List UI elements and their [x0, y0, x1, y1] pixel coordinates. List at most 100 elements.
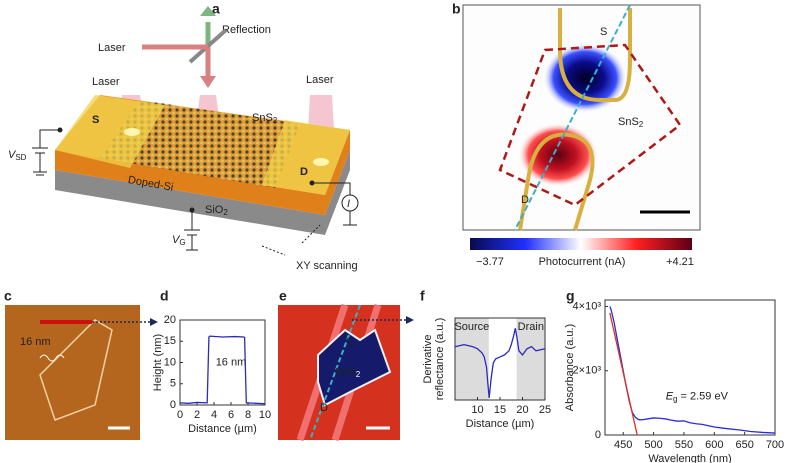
- region-label: Source: [454, 321, 489, 333]
- region: [455, 318, 489, 400]
- x-tick-label: 10: [259, 409, 271, 421]
- oxide-label: SiO2: [205, 204, 228, 217]
- flake-outline: [498, 43, 682, 207]
- subscript: 2: [639, 120, 644, 129]
- drain-label: D: [300, 166, 308, 178]
- arrow: [406, 316, 414, 324]
- arrow: [200, 6, 216, 16]
- data-line: [179, 335, 266, 405]
- photocurrent-map: [462, 4, 701, 231]
- arrow: [150, 318, 158, 326]
- x-tick-label: 10: [471, 404, 483, 416]
- subscript: g: [673, 395, 677, 404]
- text: SnS: [618, 116, 639, 128]
- y-axis-label: Absorbance (a.u.): [564, 324, 576, 411]
- y-tick-label: 20: [164, 314, 176, 326]
- current-label: I: [347, 198, 350, 210]
- y-tick-label: 2×10³: [573, 365, 602, 377]
- x-tick-label: 2: [194, 409, 200, 421]
- annotation: Eg = 2.59 eV: [666, 390, 729, 403]
- y-tick-label: 10: [164, 356, 176, 368]
- arrow: [200, 76, 216, 88]
- x-axis-label: Wavelength (nm): [648, 453, 731, 463]
- panel-c: c 16 nm: [4, 288, 158, 440]
- subscript: G: [179, 238, 185, 247]
- x-tick-label: 550: [675, 439, 693, 451]
- subscript: 2: [273, 116, 278, 125]
- x-tick-label: 600: [705, 439, 723, 451]
- panel-label: g: [566, 288, 575, 304]
- panel-label: c: [4, 288, 12, 304]
- panel-label: a: [212, 1, 220, 17]
- panel-label: d: [160, 288, 169, 304]
- data-line: [609, 312, 638, 436]
- x-tick-label: 500: [644, 439, 662, 451]
- y-axis-label-line: reflectance (a.u.): [434, 318, 446, 401]
- panel-label: e: [279, 288, 287, 304]
- x-axis-label: Distance (µm): [188, 423, 257, 435]
- y-tick-label: 4×10³: [573, 300, 602, 312]
- x-tick-label: 15: [494, 404, 506, 416]
- node: [309, 180, 315, 186]
- drain-label: D: [320, 402, 328, 414]
- y-axis-label: Derivativereflectance (a.u.): [422, 318, 446, 401]
- negative-region: [543, 43, 627, 113]
- source-label: S: [600, 26, 607, 38]
- vg-label: VG: [172, 234, 186, 247]
- text: V: [172, 234, 181, 246]
- scan-line: [514, 4, 631, 231]
- oxide: [55, 130, 350, 215]
- panel-e: e S SnS2 D: [278, 288, 414, 442]
- laser-label: Laser: [98, 42, 126, 54]
- text: V: [8, 149, 17, 161]
- x-tick-label: 0: [177, 409, 183, 421]
- material-label: SnS2: [335, 366, 361, 379]
- region: [516, 318, 545, 400]
- text: SnS: [335, 366, 356, 378]
- laser-spot: [313, 158, 329, 166]
- y-tick-label: 15: [164, 335, 176, 347]
- circuit: [32, 129, 359, 256]
- subscript: 2: [356, 370, 361, 379]
- profile: [39, 354, 65, 362]
- x-tick-label: 700: [766, 439, 784, 451]
- material-label: SnS2: [252, 112, 278, 125]
- flake: [39, 319, 113, 421]
- colorbar: [470, 238, 692, 250]
- symbol: E: [666, 390, 674, 402]
- x-axis-label: Distance (µm): [466, 418, 535, 430]
- node: [189, 207, 195, 213]
- text: SiO: [205, 204, 224, 216]
- x-tick-label: 8: [245, 409, 251, 421]
- scan-label: XY scanning: [296, 260, 358, 272]
- x-tick-label: 450: [614, 439, 632, 451]
- drain-label: D: [521, 194, 529, 206]
- source-electrode: [55, 95, 165, 168]
- y-tick-label: 5: [170, 378, 176, 390]
- text: SnS: [252, 112, 273, 124]
- panel-a: a Reflection Laser Laser Laser S SnS2 D …: [8, 1, 359, 272]
- afm-image: [5, 305, 140, 440]
- material-label: SnS2: [618, 116, 644, 129]
- data-line: [454, 328, 546, 399]
- colorbar-max: +4.21: [666, 256, 694, 268]
- panel-label: f: [420, 288, 425, 304]
- x-tick-label: 25: [539, 404, 551, 416]
- annotation: 16 nm: [216, 356, 247, 368]
- node: [57, 127, 63, 133]
- colorbar-title: Photocurrent (nA): [539, 256, 626, 268]
- electrodes: [518, 8, 632, 231]
- source-label: S: [346, 336, 353, 348]
- laser-label: Laser: [306, 74, 334, 86]
- substrate: [55, 150, 350, 235]
- x-tick-label: 650: [735, 439, 753, 451]
- panel-b: b S SnS2 D −3.77 Photocurrent (nA) +4.21: [452, 1, 701, 268]
- y-tick-label: 0: [595, 429, 601, 441]
- text: = 2.59 eV: [681, 390, 729, 402]
- thickness-label: 16 nm: [20, 336, 51, 348]
- x-tick-label: 4: [211, 409, 217, 421]
- y-tick-label: 0: [170, 399, 176, 411]
- source-label: S: [92, 114, 99, 126]
